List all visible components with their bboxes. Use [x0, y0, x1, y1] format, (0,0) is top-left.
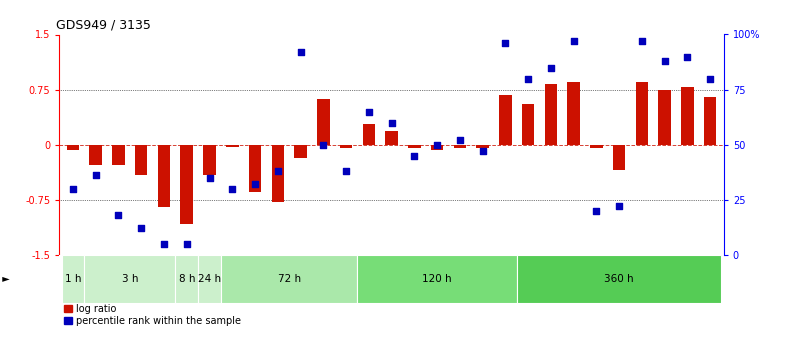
Bar	[180, 145, 193, 224]
Point	[453, 137, 466, 143]
Point	[226, 186, 239, 191]
Point	[499, 41, 512, 46]
Text: 24 h: 24 h	[198, 274, 221, 284]
Point	[431, 142, 444, 147]
Bar	[62, 255, 85, 303]
Point	[248, 181, 261, 187]
Bar	[613, 145, 626, 170]
Point	[317, 142, 330, 147]
Text: 120 h: 120 h	[422, 274, 452, 284]
Point	[157, 241, 170, 246]
Bar	[294, 145, 307, 158]
Bar	[636, 82, 648, 145]
Bar	[203, 145, 216, 175]
Bar	[358, 255, 517, 303]
Bar	[362, 124, 375, 145]
Point	[362, 109, 375, 114]
Bar	[431, 145, 443, 150]
Bar	[567, 82, 580, 145]
Bar	[66, 145, 79, 150]
Legend: log ratio, percentile rank within the sample: log ratio, percentile rank within the sa…	[64, 304, 240, 326]
Point	[522, 76, 535, 81]
Bar	[476, 145, 489, 148]
Bar	[226, 145, 239, 147]
Bar	[317, 99, 330, 145]
Bar	[112, 145, 125, 165]
Bar	[85, 255, 176, 303]
Bar	[517, 255, 721, 303]
Bar	[499, 95, 512, 145]
Point	[658, 58, 671, 64]
Bar	[658, 89, 671, 145]
Point	[112, 212, 125, 218]
Text: 3 h: 3 h	[122, 274, 138, 284]
Text: time ►: time ►	[0, 274, 9, 284]
Text: 1 h: 1 h	[65, 274, 81, 284]
Bar	[248, 145, 261, 192]
Bar	[89, 145, 102, 165]
Bar	[681, 87, 694, 145]
Point	[180, 241, 193, 246]
Point	[339, 168, 352, 174]
Bar	[385, 131, 398, 145]
Bar	[176, 255, 198, 303]
Point	[66, 186, 79, 191]
Point	[544, 65, 557, 70]
Point	[476, 148, 489, 154]
Point	[271, 168, 284, 174]
Text: 72 h: 72 h	[278, 274, 301, 284]
Text: 8 h: 8 h	[179, 274, 195, 284]
Point	[567, 38, 580, 44]
Bar	[135, 145, 147, 175]
Bar	[408, 145, 421, 148]
Text: GDS949 / 3135: GDS949 / 3135	[56, 19, 151, 32]
Point	[135, 225, 148, 231]
Text: 360 h: 360 h	[604, 274, 634, 284]
Point	[408, 153, 421, 158]
Point	[203, 175, 216, 180]
Point	[89, 172, 102, 178]
Bar	[157, 145, 170, 207]
Bar	[198, 255, 221, 303]
Point	[590, 208, 603, 213]
Point	[681, 54, 694, 59]
Point	[294, 49, 307, 55]
Point	[613, 204, 626, 209]
Bar	[704, 97, 717, 145]
Point	[704, 76, 717, 81]
Bar	[453, 145, 466, 148]
Point	[385, 120, 398, 125]
Bar	[271, 145, 284, 202]
Bar	[340, 145, 352, 148]
Bar	[544, 85, 557, 145]
Bar	[590, 145, 603, 148]
Bar	[221, 255, 358, 303]
Bar	[522, 104, 535, 145]
Point	[635, 38, 648, 44]
